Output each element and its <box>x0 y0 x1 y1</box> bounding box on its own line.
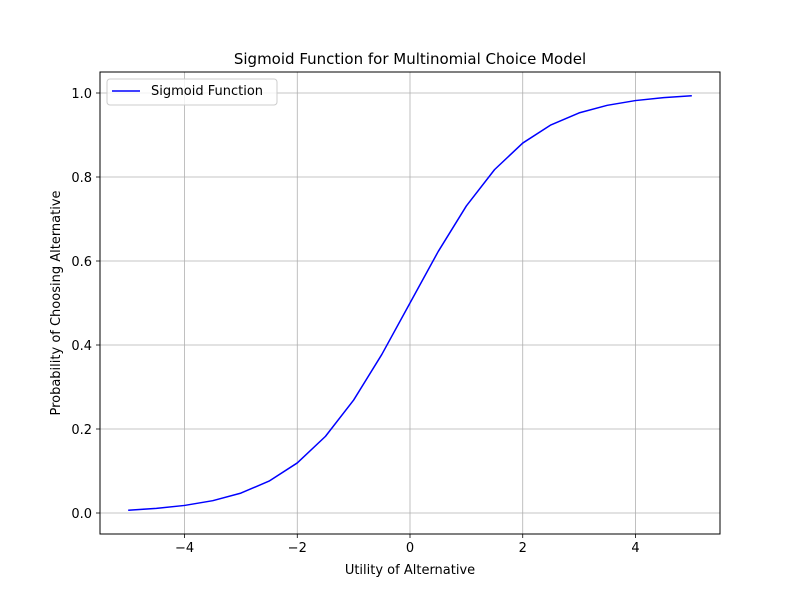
y-tick-label: 0.8 <box>71 171 92 186</box>
x-tick-label: 0 <box>406 541 414 556</box>
y-tick-label: 0.0 <box>71 507 92 522</box>
legend-label: Sigmoid Function <box>151 84 263 99</box>
series-layer <box>128 95 692 511</box>
legend-box <box>106 78 278 106</box>
y-tick-label: 0.2 <box>71 423 92 438</box>
x-tick-label: 2 <box>519 541 527 556</box>
x-tick-label: −2 <box>288 541 307 556</box>
y-tick-label: 0.4 <box>71 339 92 354</box>
legend: Sigmoid Function <box>106 78 278 106</box>
y-tick-label: 1.0 <box>71 87 92 102</box>
series-line-0 <box>128 95 692 511</box>
chart-title: Sigmoid Function for Multinomial Choice … <box>234 50 586 68</box>
x-tick-label: −4 <box>175 541 194 556</box>
y-axis-label: Probability of Choosing Alternative <box>49 190 64 415</box>
y-tick-label: 0.6 <box>71 255 92 270</box>
x-axis-label: Utility of Alternative <box>345 563 475 578</box>
x-tick-label: 4 <box>631 541 639 556</box>
axis-ticks: −4 −2 0 2 4 0.0 0.2 0.4 0.6 0.8 1.0 <box>71 87 639 556</box>
